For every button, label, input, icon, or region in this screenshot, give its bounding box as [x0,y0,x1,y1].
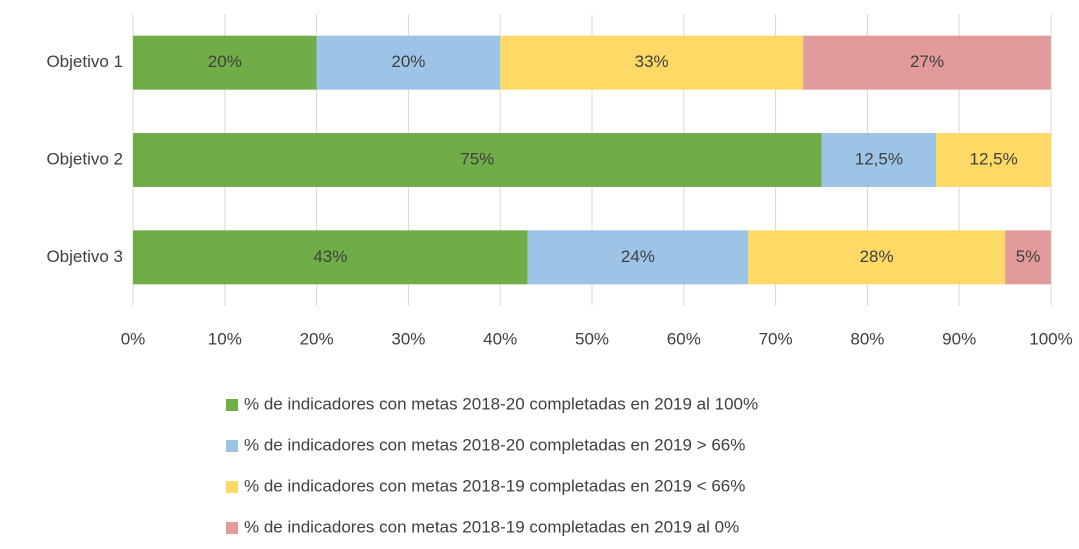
bar-segment [133,133,822,187]
data-label: 20% [208,52,242,71]
data-label: 20% [391,52,425,71]
bar-segment [133,230,528,285]
legend-swatch [226,440,238,452]
data-label: 27% [910,52,944,71]
bar-segment [1005,230,1051,285]
x-tick-label: 80% [850,329,884,348]
bar-segment [748,230,1006,285]
bar-segment [316,35,501,90]
legend-label: % de indicadores con metas 2018-19 compl… [244,517,739,536]
bar-segment [803,35,1051,90]
x-tick-label: 10% [208,329,242,348]
bar-segment [527,230,749,285]
bar-segment [133,35,317,90]
x-tick-label: 40% [483,329,517,348]
legend-label: % de indicadores con metas 2018-20 compl… [244,394,758,413]
bar-segment [500,35,804,90]
bar-segment [936,133,1051,187]
data-label: 75% [460,149,494,168]
data-label: 12,5% [855,149,903,168]
x-tick-label: 20% [300,329,334,348]
legend-label: % de indicadores con metas 2018-20 compl… [244,435,745,454]
x-tick-label: 30% [391,329,425,348]
legend-label: % de indicadores con metas 2018-19 compl… [244,476,745,495]
x-tick-label: 90% [942,329,976,348]
y-tick-label: Objetivo 3 [46,247,123,266]
legend-swatch [226,481,238,493]
x-tick-label: 60% [667,329,701,348]
data-label: 12,5% [970,149,1018,168]
data-label: 28% [860,247,894,266]
x-tick-label: 0% [121,329,146,348]
data-label: 24% [621,247,655,266]
y-tick-label: Objetivo 2 [46,149,123,168]
data-label: 43% [313,247,347,266]
data-label: 33% [635,52,669,71]
x-tick-label: 50% [575,329,609,348]
x-tick-label: 70% [759,329,793,348]
x-tick-label: 100% [1029,329,1072,348]
legend-swatch [226,522,238,534]
legend-swatch [226,399,238,411]
y-tick-label: Objetivo 1 [46,52,123,71]
data-label: 5% [1016,247,1041,266]
bar-segment [821,133,937,187]
